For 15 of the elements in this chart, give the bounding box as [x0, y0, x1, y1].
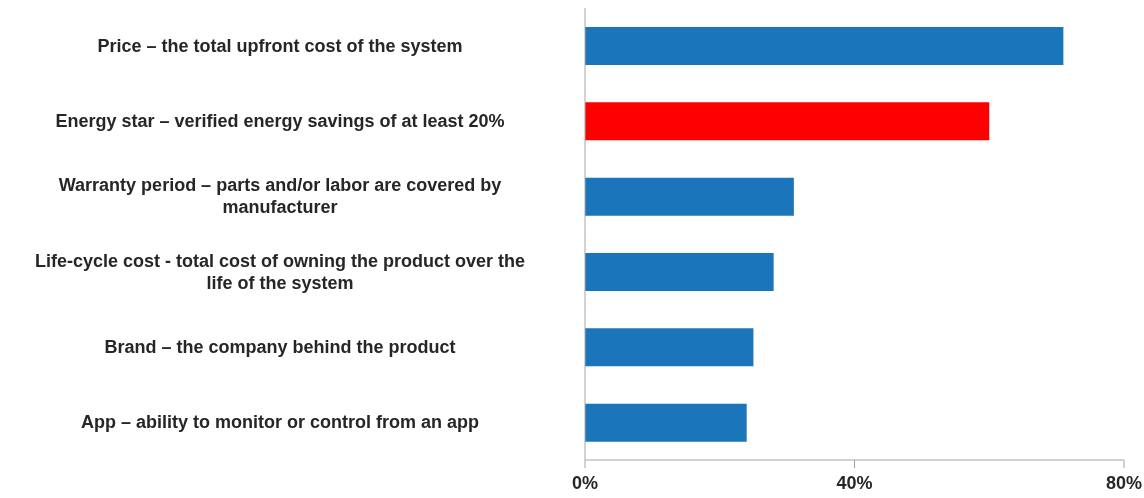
y-tick-label: Warranty period – parts and/or labor are covered by manufacturer: [58, 175, 502, 218]
x-tick-label: 0%: [571, 472, 599, 493]
x-tick-label: 80%: [1105, 472, 1143, 493]
bar: [585, 27, 1064, 65]
x-tick-label: 40%: [836, 472, 873, 493]
y-tick-label: Energy star – verified energy savings of at least 20%: [55, 111, 505, 131]
bar: [585, 102, 990, 141]
y-tick-label: App – ability to monitor or control from an app: [80, 412, 480, 433]
bar: [585, 328, 754, 367]
y-tick-label: Brand – the company behind the product: [104, 337, 456, 357]
bar: [585, 403, 747, 442]
bar: [585, 253, 774, 291]
y-tick-label: Life-cycle cost - total cost of owning the product over the life of the system: [34, 250, 526, 293]
y-tick-label: Price – the total upfront cost of the system: [97, 35, 463, 56]
bar: [585, 177, 794, 216]
